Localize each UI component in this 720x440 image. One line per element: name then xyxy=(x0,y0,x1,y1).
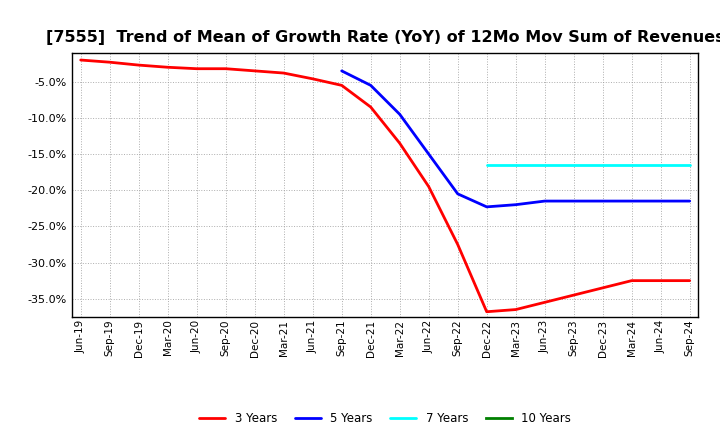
5 Years xyxy=(541,198,549,204)
7 Years xyxy=(541,162,549,168)
3 Years xyxy=(511,307,520,312)
7 Years xyxy=(511,162,520,168)
3 Years xyxy=(482,309,491,314)
5 Years xyxy=(627,198,636,204)
3 Years xyxy=(541,300,549,305)
7 Years xyxy=(570,162,578,168)
7 Years xyxy=(482,162,491,168)
5 Years xyxy=(424,151,433,157)
3 Years xyxy=(135,62,143,68)
Line: 5 Years: 5 Years xyxy=(342,71,690,207)
7 Years xyxy=(657,162,665,168)
3 Years xyxy=(192,66,201,71)
Line: 3 Years: 3 Years xyxy=(81,60,690,312)
Title: [7555]  Trend of Mean of Growth Rate (YoY) of 12Mo Mov Sum of Revenues: [7555] Trend of Mean of Growth Rate (YoY… xyxy=(46,29,720,45)
3 Years xyxy=(395,140,404,146)
3 Years xyxy=(279,70,288,76)
7 Years xyxy=(685,162,694,168)
3 Years xyxy=(685,278,694,283)
3 Years xyxy=(105,59,114,65)
5 Years xyxy=(395,112,404,117)
5 Years xyxy=(570,198,578,204)
3 Years xyxy=(221,66,230,71)
5 Years xyxy=(338,68,346,73)
5 Years xyxy=(511,202,520,207)
5 Years xyxy=(454,191,462,197)
3 Years xyxy=(657,278,665,283)
3 Years xyxy=(338,83,346,88)
3 Years xyxy=(454,242,462,247)
3 Years xyxy=(163,65,172,70)
5 Years xyxy=(366,83,375,88)
5 Years xyxy=(598,198,607,204)
5 Years xyxy=(685,198,694,204)
Legend: 3 Years, 5 Years, 7 Years, 10 Years: 3 Years, 5 Years, 7 Years, 10 Years xyxy=(194,407,576,429)
3 Years xyxy=(424,184,433,189)
5 Years xyxy=(657,198,665,204)
5 Years xyxy=(482,204,491,209)
7 Years xyxy=(598,162,607,168)
3 Years xyxy=(366,104,375,110)
3 Years xyxy=(598,285,607,290)
3 Years xyxy=(570,293,578,298)
3 Years xyxy=(308,76,317,81)
3 Years xyxy=(627,278,636,283)
7 Years xyxy=(627,162,636,168)
3 Years xyxy=(251,68,259,73)
3 Years xyxy=(76,57,85,62)
